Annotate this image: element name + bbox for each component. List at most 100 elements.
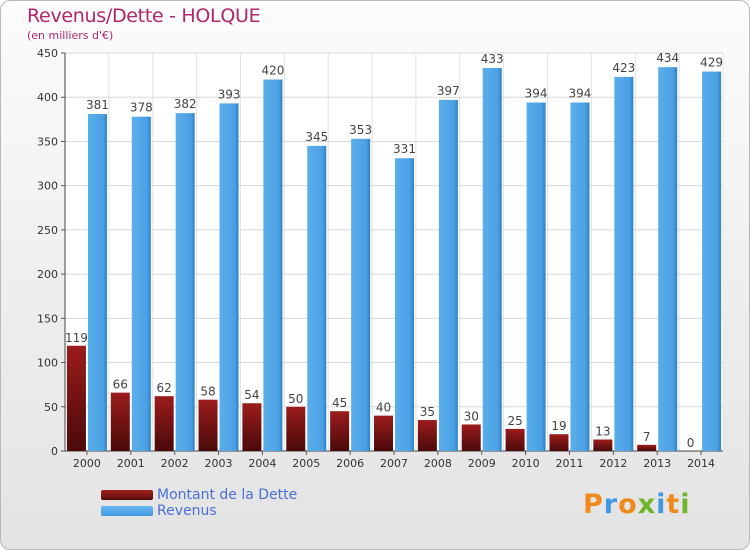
- bar-revenus: [526, 102, 546, 451]
- data-label-revenus: 378: [130, 101, 153, 115]
- bar-dette: [549, 434, 569, 451]
- x-tick-label: 2000: [73, 457, 101, 470]
- y-tick-label: 200: [37, 268, 58, 281]
- data-label-dette: 119: [65, 331, 88, 345]
- bar-revenus: [219, 103, 239, 451]
- data-label-dette: 7: [643, 430, 651, 444]
- data-label-dette: 58: [200, 385, 215, 399]
- bar-revenus: [438, 99, 458, 452]
- logo-letter: o: [618, 489, 638, 520]
- data-label-revenus: 433: [481, 52, 504, 66]
- logo-letter: x: [637, 489, 657, 520]
- bar-revenus: [87, 114, 107, 451]
- data-label-revenus: 397: [437, 84, 460, 98]
- y-tick-label: 0: [51, 445, 58, 458]
- data-label-dette: 19: [551, 419, 566, 433]
- data-label-revenus: 394: [525, 87, 548, 101]
- data-label-dette: 50: [288, 392, 303, 406]
- data-label-revenus: 331: [393, 142, 416, 156]
- data-label-dette: 35: [420, 405, 435, 419]
- x-tick-label: 2002: [161, 457, 189, 470]
- chart-title: Revenus/Dette - HOLQUE: [27, 5, 261, 27]
- bar-revenus: [570, 102, 590, 451]
- data-label-dette: 13: [595, 425, 610, 439]
- data-label-revenus: 353: [349, 123, 372, 137]
- bar-dette: [198, 399, 218, 451]
- x-tick-label: 2001: [117, 457, 145, 470]
- bar-revenus: [614, 76, 634, 451]
- y-tick-label: 350: [37, 135, 58, 148]
- x-tick-label: 2010: [512, 457, 540, 470]
- data-label-revenus: 434: [656, 51, 679, 65]
- bar-dette: [286, 406, 306, 451]
- logo-letter: t: [666, 489, 681, 520]
- data-label-dette: 62: [157, 381, 172, 395]
- chart-subtitle: (en milliers d'€): [27, 29, 114, 42]
- data-label-dette: 25: [507, 414, 522, 428]
- bar-dette: [330, 411, 350, 451]
- bar-revenus: [263, 79, 283, 452]
- bar-revenus: [482, 68, 502, 451]
- y-tick-label: 100: [37, 357, 58, 370]
- data-label-dette: 66: [113, 378, 128, 392]
- bar-revenus: [175, 113, 195, 452]
- data-label-revenus: 420: [261, 64, 284, 78]
- data-label-revenus: 382: [174, 97, 197, 111]
- data-label-revenus: 429: [700, 56, 723, 70]
- bar-dette: [637, 444, 657, 451]
- bar-dette: [374, 415, 393, 451]
- data-label-dette: 54: [244, 388, 259, 402]
- bar-dette: [417, 420, 437, 451]
- x-tick-label: 2009: [468, 457, 496, 470]
- data-label-revenus: 345: [305, 130, 328, 144]
- bar-dette: [110, 392, 130, 451]
- bar-dette: [593, 439, 613, 451]
- x-tick-label: 2012: [599, 457, 627, 470]
- legend-swatch-revenus: [101, 506, 153, 516]
- logo-letter: i: [656, 489, 667, 520]
- x-tick-label: 2008: [424, 457, 452, 470]
- bar-dette: [66, 345, 86, 451]
- data-label-revenus: 393: [218, 87, 241, 101]
- data-label-dette: 40: [376, 401, 391, 415]
- x-tick-label: 2004: [248, 457, 276, 470]
- proxiti-logo: Proxiti: [583, 489, 691, 520]
- plot-area: [65, 53, 723, 451]
- data-label-dette: 30: [464, 409, 479, 423]
- x-tick-label: 2011: [555, 457, 583, 470]
- x-tick-label: 2007: [380, 457, 408, 470]
- legend-swatch-dette: [101, 490, 153, 500]
- logo-letter: r: [603, 489, 619, 520]
- bar-revenus: [658, 67, 678, 451]
- logo-letter: P: [583, 489, 604, 520]
- y-tick-label: 450: [37, 47, 58, 60]
- legend-label-dette: Montant de la Dette: [157, 487, 298, 503]
- y-tick-label: 150: [37, 312, 58, 325]
- data-label-revenus: 394: [569, 87, 592, 101]
- y-tick-label: 400: [37, 91, 58, 104]
- bar-revenus: [351, 138, 371, 451]
- data-label-dette: 45: [332, 396, 347, 410]
- bar-dette: [461, 424, 481, 451]
- data-label-revenus: 423: [612, 61, 635, 75]
- x-tick-label: 2006: [336, 457, 364, 470]
- bar-revenus: [307, 145, 327, 451]
- bar-dette: [242, 403, 262, 451]
- bar-dette: [154, 396, 174, 451]
- x-tick-label: 2013: [643, 457, 671, 470]
- x-tick-label: 2014: [687, 457, 715, 470]
- bar-dette: [505, 428, 525, 451]
- y-tick-label: 300: [37, 180, 58, 193]
- data-label-revenus: 381: [86, 98, 109, 112]
- x-tick-label: 2005: [292, 457, 320, 470]
- y-tick-label: 50: [44, 401, 58, 414]
- bar-revenus: [395, 158, 414, 451]
- y-tick-label: 250: [37, 224, 58, 237]
- bar-revenus: [702, 71, 722, 451]
- legend-label-revenus: Revenus: [157, 503, 217, 519]
- logo-letter: i: [680, 489, 691, 520]
- x-tick-label: 2003: [205, 457, 233, 470]
- bar-revenus: [131, 116, 151, 452]
